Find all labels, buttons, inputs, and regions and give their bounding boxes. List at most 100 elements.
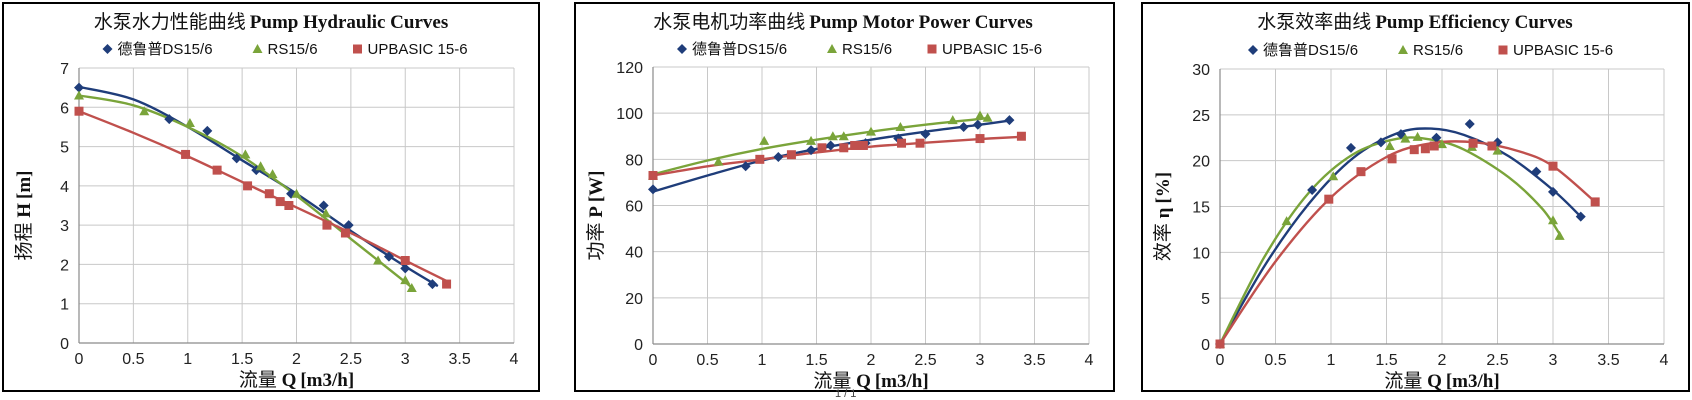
y-tick-label: 20 bbox=[1192, 154, 1210, 171]
x-tick-label: 0 bbox=[649, 352, 658, 369]
data-point bbox=[318, 200, 329, 211]
x-tick-label: 2.5 bbox=[1486, 352, 1508, 369]
data-point bbox=[1281, 216, 1292, 226]
data-point bbox=[1468, 138, 1478, 148]
data-point bbox=[1492, 145, 1503, 155]
data-point bbox=[920, 128, 931, 139]
data-point bbox=[648, 170, 658, 180]
y-tick-label: 30 bbox=[1192, 62, 1210, 79]
x-axis-label: 流量 Q [m3/h] bbox=[1384, 370, 1499, 390]
x-tick-label: 3 bbox=[1549, 352, 1558, 369]
data-point bbox=[1307, 185, 1318, 195]
data-point bbox=[243, 181, 253, 191]
data-point bbox=[1400, 133, 1411, 143]
x-tick-label: 1 bbox=[758, 352, 767, 369]
data-point bbox=[255, 161, 266, 171]
data-point bbox=[1420, 144, 1430, 154]
y-tick-label: 10 bbox=[1192, 245, 1210, 262]
trend-line-series-3 bbox=[652, 135, 1024, 177]
data-point bbox=[1328, 171, 1339, 181]
data-series-3 bbox=[1215, 138, 1600, 349]
data-point bbox=[1437, 139, 1447, 149]
legend-label: UPBASIC 15-6 bbox=[1513, 42, 1613, 59]
x-tick-label: 4 bbox=[510, 351, 519, 368]
data-point bbox=[320, 208, 331, 218]
data-point bbox=[975, 134, 985, 144]
x-tick-label: 0.5 bbox=[1264, 352, 1286, 369]
legend-marker bbox=[102, 44, 113, 54]
data-point bbox=[817, 143, 827, 153]
legend-label: 德鲁普DS15/6 bbox=[692, 40, 787, 58]
y-tick-label: 6 bbox=[60, 100, 69, 117]
data-point bbox=[400, 263, 411, 274]
data-point bbox=[1395, 129, 1406, 140]
data-series-2 bbox=[74, 90, 417, 292]
chart-title: 水泵效率曲线 Pump Efficiency Curves bbox=[1257, 11, 1572, 33]
hydraulic-chart: 0 0.5 1 1.5 2 2.5 3 3.5 4 0 1 2 3 4 5 6 7 水泵水力性能曲线 Pump Hy… bbox=[13, 11, 519, 390]
y-tick-label: 1 bbox=[60, 297, 69, 314]
data-point bbox=[825, 140, 836, 151]
legend: 德鲁普DS15/6 RS15/6 UPBASIC 15-6 bbox=[102, 40, 468, 58]
chart-title: 水泵电机功率曲线 Pump Motor Power Curves bbox=[653, 11, 1033, 33]
data-point bbox=[1531, 166, 1542, 177]
efficiency-chart: 0 0.5 1 1.5 2 2.5 3 3.5 4 0 5 10 15 20 25 30 水泵效率曲线 Pump … bbox=[1152, 11, 1669, 390]
y-tick-label: 40 bbox=[625, 245, 643, 262]
data-point bbox=[1387, 154, 1397, 164]
y-tick-label: 0 bbox=[1201, 337, 1210, 354]
data-point bbox=[755, 154, 765, 164]
data-point bbox=[212, 165, 222, 175]
data-point bbox=[343, 220, 354, 231]
data-point bbox=[982, 112, 993, 122]
data-point bbox=[1375, 137, 1386, 148]
data-point bbox=[1548, 186, 1558, 197]
data-point bbox=[74, 82, 84, 93]
y-tick-label: 3 bbox=[60, 218, 69, 235]
data-point bbox=[400, 275, 411, 285]
data-point bbox=[806, 135, 817, 145]
trend-line-series-1 bbox=[78, 85, 439, 288]
data-point bbox=[383, 251, 394, 262]
legend-marker bbox=[677, 44, 687, 54]
gridlines bbox=[1219, 68, 1665, 345]
data-point bbox=[267, 169, 278, 179]
x-tick-label: 3 bbox=[976, 352, 985, 369]
data-point bbox=[972, 119, 983, 130]
legend-label: RS15/6 bbox=[842, 41, 892, 58]
data-point bbox=[827, 131, 838, 141]
y-tick-label: 4 bbox=[60, 179, 69, 196]
data-point bbox=[1431, 132, 1442, 143]
data-point bbox=[1016, 131, 1026, 141]
x-tick-label: 0 bbox=[75, 351, 84, 368]
legend: 德鲁普DS15/6 RS15/6 UPBASIC 15-6 bbox=[1248, 41, 1613, 59]
x-tick-label: 2 bbox=[867, 352, 876, 369]
y-tick-label: 120 bbox=[616, 60, 643, 77]
x-tick-label: 0 bbox=[1216, 352, 1225, 369]
data-point bbox=[858, 140, 868, 150]
x-tick-label: 0.5 bbox=[122, 351, 144, 368]
y-axis-label: 功率 P[W] bbox=[585, 170, 607, 260]
data-point bbox=[340, 228, 350, 238]
x-tick-label: 1.5 bbox=[231, 351, 253, 368]
data-point bbox=[1384, 141, 1395, 150]
data-point bbox=[1548, 161, 1558, 171]
y-tick-label: 20 bbox=[625, 291, 643, 308]
data-point bbox=[74, 106, 84, 116]
trend-line-series-1 bbox=[1218, 127, 1582, 345]
legend-marker bbox=[927, 44, 937, 54]
legend-marker bbox=[1498, 45, 1508, 55]
data-point bbox=[139, 106, 150, 116]
data-point bbox=[895, 122, 906, 132]
data-series-1 bbox=[1215, 119, 1586, 349]
data-point bbox=[1429, 141, 1439, 151]
data-point bbox=[406, 283, 417, 292]
y-tick-label: 2 bbox=[60, 257, 69, 274]
legend: 德鲁普DS15/6 RS15/6 UPBASIC 15-6 bbox=[677, 40, 1042, 58]
data-point bbox=[1575, 211, 1586, 222]
trend-line-series-2 bbox=[1218, 136, 1561, 345]
y-tick-label: 5 bbox=[1201, 291, 1210, 308]
legend-label: 德鲁普DS15/6 bbox=[1263, 41, 1358, 59]
x-tick-label: 0.5 bbox=[696, 352, 718, 369]
legend-marker bbox=[353, 44, 362, 54]
x-tick-label: 1 bbox=[183, 351, 192, 368]
x-tick-label: 3.5 bbox=[1023, 352, 1045, 369]
